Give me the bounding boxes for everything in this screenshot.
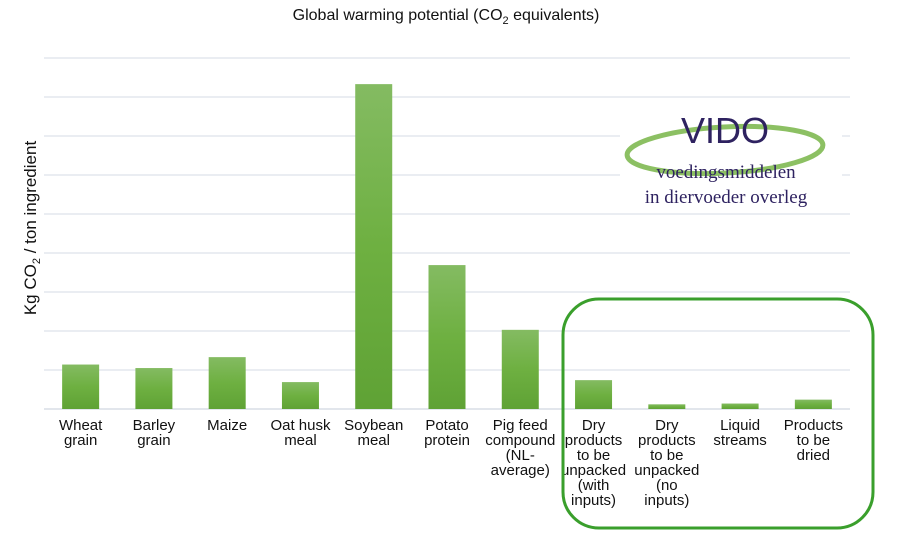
bar xyxy=(135,368,173,409)
x-tick-label: Dry products to be unpacked (with inputs) xyxy=(561,417,626,509)
logo-line2: in diervoeder overleg xyxy=(645,187,808,208)
logo-name: VIDO xyxy=(681,110,769,151)
x-tick-label: Wheat grain xyxy=(59,417,103,449)
x-tick-label: Barley grain xyxy=(133,417,176,449)
x-tick-label: Potato protein xyxy=(424,417,470,449)
y-axis-label: Kg CO2 / ton ingredient xyxy=(21,141,43,316)
x-tick-label: Dry products to be unpacked (no inputs) xyxy=(634,417,699,509)
highlight-box xyxy=(561,297,875,530)
x-tick-labels: Wheat grain Barley grain Maize Oat husk meal So… xyxy=(59,417,843,509)
logo-line1: voedingsmiddelen xyxy=(656,162,796,183)
bar xyxy=(62,364,100,409)
x-tick-label: Products to be dried xyxy=(784,417,843,464)
bar xyxy=(281,382,319,409)
bar xyxy=(721,403,759,409)
gridlines xyxy=(44,57,850,410)
x-tick-label: Pig feed compound (NL-average) xyxy=(485,417,555,479)
bar xyxy=(355,84,393,409)
x-tick-label: Oat husk meal xyxy=(270,417,331,449)
x-tick-label: Liquid streams xyxy=(713,417,766,449)
bar xyxy=(428,265,466,409)
bar xyxy=(208,357,246,409)
bar xyxy=(648,404,686,409)
bars xyxy=(62,84,832,409)
logo-swoosh xyxy=(624,123,826,177)
x-tick-label: Soybean meal xyxy=(344,417,403,449)
bar xyxy=(501,329,539,409)
chart-title: Global warming potential (CO2 equivalent… xyxy=(293,7,600,27)
x-tick-label: Maize xyxy=(207,417,247,434)
bar xyxy=(575,380,613,409)
vido-logo: VIDO voedingsmiddelen in diervoeder over… xyxy=(620,110,842,212)
bar xyxy=(794,399,832,409)
